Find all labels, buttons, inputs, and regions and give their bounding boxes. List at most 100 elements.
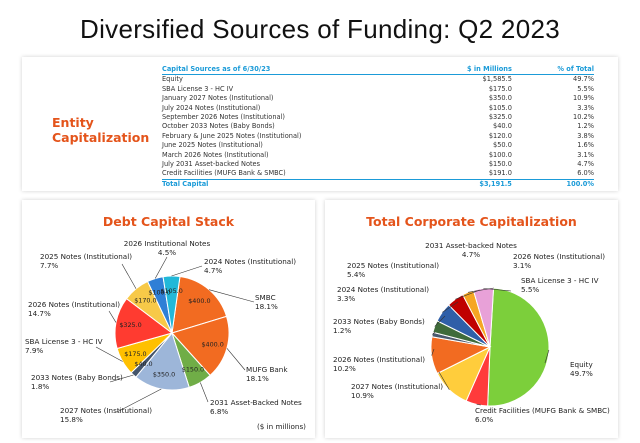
- debt-slice-value-label: $350.0: [153, 370, 175, 378]
- table-cell-amount: $100.0: [488, 150, 512, 159]
- debt-leader-line: [171, 265, 203, 277]
- debt-slice-value-label: $150.0: [182, 366, 204, 374]
- table-cell-amount: $191.0: [488, 169, 512, 178]
- table-cell-amount: $350.0: [488, 94, 512, 103]
- total-leader-line: [438, 371, 450, 390]
- table-row: Equity $1,585.5 49.7%: [162, 75, 594, 85]
- table-cell-percent: 49.7%: [573, 75, 594, 84]
- debt-leader-line: [226, 348, 246, 371]
- table-cell-source: July 2024 Notes (Institutional): [162, 103, 261, 112]
- capital-sources-table: Capital Sources as of 6/30/23 $ in Milli…: [162, 65, 594, 190]
- debt-label-name: SMBC: [255, 293, 276, 302]
- total-label-name: 2026 Notes (Institutional): [513, 252, 605, 261]
- debt-label-name: 2026 Notes (Institutional): [28, 300, 120, 309]
- table-cell-amount: $120.0: [488, 131, 512, 140]
- debt-label-percent: 4.7%: [204, 266, 222, 275]
- entity-capitalization-label: Entity Capitalization: [52, 115, 149, 145]
- total-label-percent: 10.9%: [351, 391, 374, 400]
- table-cell-source: July 2031 Asset-backed Notes: [162, 160, 261, 169]
- debt-leader-line: [208, 289, 255, 303]
- total-leader-line: [434, 315, 446, 327]
- debt-slice-value-label: $105.0: [160, 287, 182, 295]
- total-label-percent: 5.4%: [347, 270, 365, 279]
- total-leader-line: [455, 289, 481, 300]
- debt-slice-value-label: $400.0: [188, 297, 210, 305]
- total-leader-line: [432, 331, 436, 335]
- debt-slice-value-label: $170.0: [134, 296, 156, 304]
- total-label-percent: 5.5%: [521, 285, 539, 294]
- total-label-percent: 6.0%: [475, 415, 493, 424]
- debt-label-percent: 14.7%: [28, 309, 51, 318]
- table-total-row: Total Capital $3,191.5 100.0%: [162, 178, 594, 190]
- table-cell-source: January 2027 Notes (Institutional): [162, 94, 274, 103]
- debt-slice-value-label: $100.0: [148, 289, 170, 297]
- debt-label-percent: 18.1%: [246, 374, 269, 383]
- units-note: ($ in millions): [257, 422, 306, 431]
- debt-label-percent: 18.1%: [255, 302, 278, 311]
- total-label-percent: 49.7%: [570, 369, 593, 378]
- pie-slice-2027-notes-institutional: [135, 331, 190, 391]
- table-cell-source: June 2025 Notes (Institutional): [162, 141, 263, 150]
- total-label-name: 2033 Notes (Baby Bonds): [333, 317, 425, 326]
- table-row: February & June 2025 Notes (Institutiona…: [162, 132, 594, 141]
- debt-label-percent: 4.5%: [158, 248, 176, 257]
- debt-label-name: 2027 Notes (Institutional): [60, 406, 152, 415]
- table-cell-amount: $105.0: [488, 103, 512, 112]
- table-cell-source: Credit Facilities (MUFG Bank & SMBC): [162, 169, 286, 178]
- total-label-name: 2031 Asset-backed Notes: [425, 241, 517, 250]
- debt-label-name: 2024 Notes (Institutional): [204, 257, 296, 266]
- debt-label-percent: 7.9%: [25, 346, 43, 355]
- total-leader-line: [431, 348, 435, 356]
- table-cell-amount: $1,585.5: [482, 75, 512, 84]
- pie-slice-mufg-bank: [171, 315, 230, 377]
- debt-label-name: 2026 Institutional Notes: [124, 239, 211, 248]
- debt-label-percent: 15.8%: [60, 415, 83, 424]
- total-leader-line: [442, 301, 459, 313]
- table-row: Credit Facilities (MUFG Bank & SMBC) $191…: [162, 169, 594, 179]
- header-millions: $ in Millions: [434, 65, 512, 76]
- table-cell-source: October 2033 Notes (Baby Bonds): [162, 122, 275, 131]
- total-amount: $3,191.5: [434, 178, 512, 190]
- table-row: January 2027 Notes (Institutional) $350.0…: [162, 94, 594, 103]
- total-leader-line: [544, 349, 550, 364]
- debt-chart-title: Debt Capital Stack: [102, 214, 235, 229]
- header-percent: % of Total: [511, 65, 594, 76]
- debt-label-name: MUFG Bank: [246, 365, 288, 374]
- pie-slice-2026-notes-institutional: [114, 297, 174, 350]
- debt-label-percent: 1.8%: [31, 382, 49, 391]
- table-cell-percent: 3.8%: [577, 131, 594, 140]
- total-label-percent: 3.1%: [513, 261, 531, 270]
- table-cell-amount: $175.0: [488, 84, 512, 93]
- debt-leader-line: [154, 256, 168, 279]
- table-cell-percent: 3.1%: [577, 150, 594, 159]
- table-row: October 2033 Notes (Baby Bonds) $40.0 1.2%: [162, 122, 594, 131]
- total-label-name: 2027 Notes (Institutional): [351, 382, 443, 391]
- table-cell-source: September 2026 Notes (Institutional): [162, 113, 285, 122]
- debt-label-name: 2033 Notes (Baby Bonds): [31, 373, 123, 382]
- table-cell-source: March 2026 Notes (Institutional): [162, 150, 269, 159]
- debt-slice-value-label: $325.0: [119, 321, 141, 329]
- table-cell-percent: 1.2%: [577, 122, 594, 131]
- table-row: July 2024 Notes (Institutional) $105.0 3.3…: [162, 104, 594, 113]
- total-leader-line: [483, 288, 512, 292]
- debt-leader-line: [121, 263, 137, 289]
- table-cell-amount: $325.0: [488, 113, 512, 122]
- table-cell-percent: 6.0%: [577, 169, 594, 178]
- total-capitalization-panel: Total Corporate Capitalization Equity 49.…: [325, 200, 618, 438]
- entity-label-line1: Entity: [52, 115, 94, 130]
- table-header-row: Capital Sources as of 6/30/23 $ in Milli…: [162, 65, 594, 76]
- entity-label-line2: Capitalization: [52, 130, 150, 145]
- table-cell-source: February & June 2025 Notes (Institutiona…: [162, 131, 302, 140]
- debt-slice-value-label: $175.0: [124, 350, 146, 358]
- table-cell-percent: 4.7%: [577, 160, 594, 169]
- total-label-percent: 3.3%: [337, 294, 355, 303]
- table-row: July 2031 Asset-backed Notes $150.0 4.7%: [162, 160, 594, 169]
- total-label-name: Equity: [570, 360, 593, 369]
- table-row: September 2026 Notes (Institutional) $325…: [162, 113, 594, 122]
- table-cell-amount: $40.0: [493, 122, 512, 131]
- table-cell-percent: 10.9%: [573, 94, 594, 103]
- table-cell-percent: 1.6%: [577, 141, 594, 150]
- debt-leader-line: [109, 374, 134, 383]
- table-cell-amount: $150.0: [488, 160, 512, 169]
